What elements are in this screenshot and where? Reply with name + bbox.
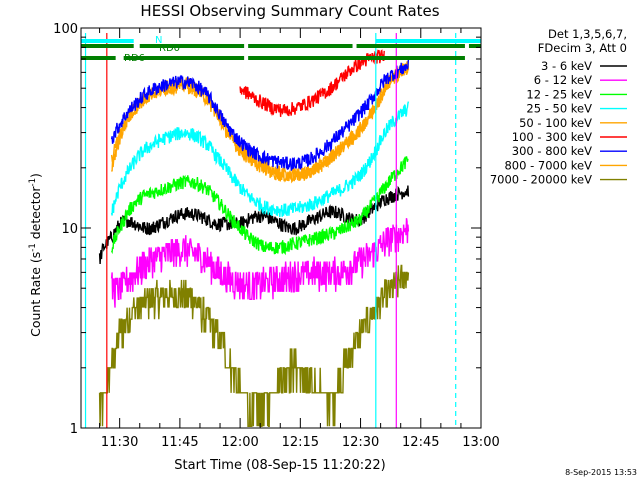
x-tick-label: 12:45 [402, 435, 439, 450]
y-tick-label: 1 [70, 422, 78, 437]
legend-label-6: 300 - 800 keV [512, 144, 592, 158]
x-tick-label: 11:30 [101, 435, 138, 450]
series-layer [98, 49, 410, 427]
legend-label-7: 800 - 7000 keV [504, 158, 592, 172]
legend-label-2: 12 - 25 keV [526, 87, 592, 101]
legend-label-4: 50 - 100 keV [519, 116, 592, 130]
y-axis-label: Count Rate (s-1 detector-1) [28, 173, 43, 337]
axes: 100 10 1 11:30 11:45 12:00 12:15 12:30 12:45 13:0… [53, 22, 500, 450]
legend-header-line-1: Det 1,3,5,6,7, [548, 27, 627, 41]
svg-text:Count Rate (s-1 detector-1): Count Rate (s-1 detector-1) [28, 173, 43, 337]
x-tick-label: 11:45 [161, 435, 198, 450]
x-tick-label: 13:00 [462, 435, 499, 450]
y-tick-label: 10 [61, 222, 78, 237]
legend-label-5: 100 - 300 keV [512, 130, 592, 144]
timestamp-label: 8-Sep-2015 13:53 [565, 468, 637, 477]
legend-label-8: 7000 - 20000 keV [490, 173, 592, 187]
legend-label-0: 3 - 6 keV [541, 59, 592, 73]
flag-label-rd6: RD6 [124, 53, 145, 64]
x-tick-label: 12:00 [221, 435, 258, 450]
x-axis-label: Start Time (08-Sep-15 11:20:22) [174, 458, 385, 473]
legend-label-3: 25 - 50 keV [526, 102, 592, 116]
chart-title: HESSI Observing Summary Count Rates [140, 2, 439, 20]
series-line-1 [110, 218, 410, 308]
vertical-marker-lines [84, 33, 457, 428]
legend-label-1: 6 - 12 keV [534, 73, 592, 87]
series-line-6 [110, 58, 410, 171]
series-line-8 [98, 264, 410, 427]
series-line-5 [239, 49, 385, 117]
flag-label-n: N [155, 35, 162, 46]
x-tick-label: 12:30 [342, 435, 379, 450]
y-tick-label: 100 [53, 22, 78, 37]
legend-header: Det 1,3,5,6,7, FDecim 3, Att 0 [538, 27, 627, 55]
series-line-7 [110, 60, 410, 184]
flag-label-rd0: RD0 [159, 43, 180, 54]
x-tick-label: 12:15 [282, 435, 319, 450]
series-line-2 [110, 155, 409, 256]
series-line-3 [110, 101, 410, 218]
legend-header-line-2: FDecim 3, Att 0 [538, 41, 627, 55]
